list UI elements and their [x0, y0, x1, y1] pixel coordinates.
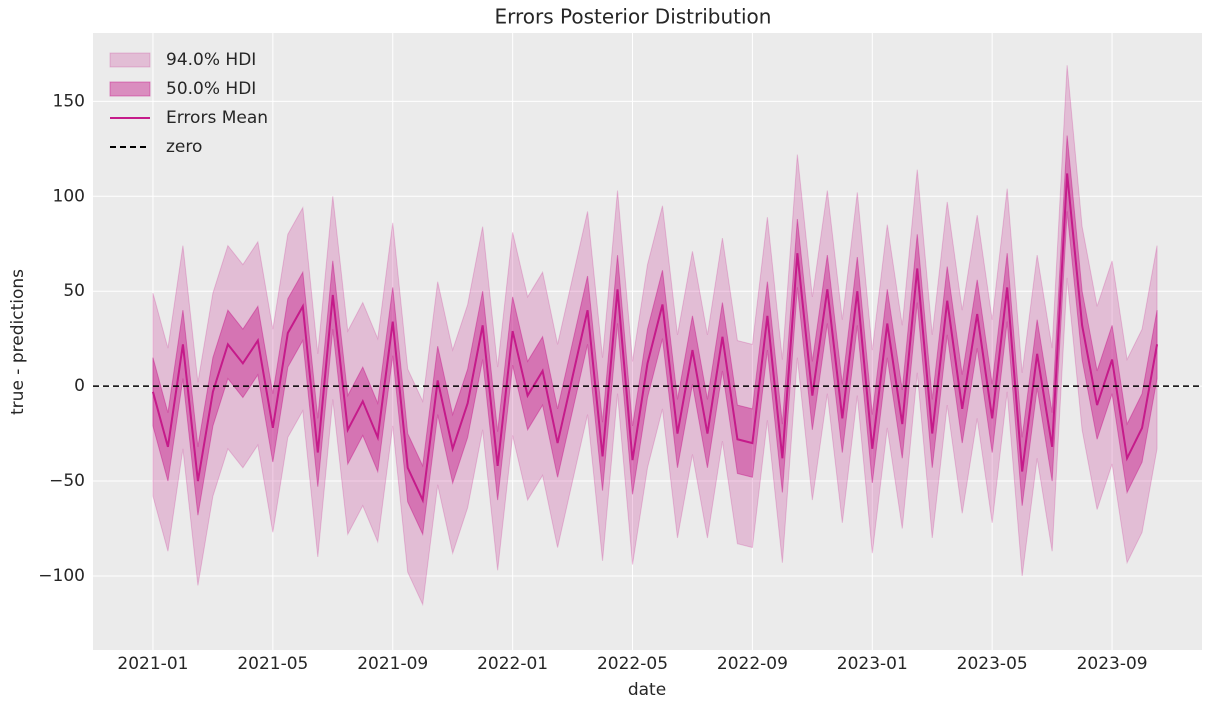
y-tick-label: 150 [53, 91, 85, 111]
x-tick-label: 2023-09 [1077, 654, 1148, 674]
y-tick-label: −50 [49, 471, 85, 491]
chart-title: Errors Posterior Distribution [495, 5, 772, 29]
x-axis-label: date [628, 680, 666, 700]
y-tick-label: 100 [53, 186, 85, 206]
y-tick-label: 50 [63, 281, 85, 301]
x-tick-label: 2023-05 [957, 654, 1028, 674]
y-tick-label: 0 [74, 376, 85, 396]
legend-label: 50.0% HDI [166, 79, 256, 99]
x-tick-label: 2022-01 [477, 654, 548, 674]
x-tick-label: 2022-05 [597, 654, 668, 674]
marks [93, 65, 1202, 607]
y-axis-label: true - predictions [8, 269, 28, 415]
legend-swatch [109, 52, 151, 68]
y-tick-label: −100 [38, 566, 85, 586]
plot-area [93, 33, 1202, 650]
mean-line [151, 173, 1159, 504]
legend-label: Errors Mean [166, 108, 268, 128]
x-tick-label: 2021-01 [117, 654, 188, 674]
legend-label: zero [166, 137, 202, 157]
legend-label: 94.0% HDI [166, 50, 256, 70]
x-tick-label: 2021-05 [237, 654, 308, 674]
x-tick-label: 2021-09 [357, 654, 428, 674]
legend-swatch [109, 81, 151, 97]
legend: 94.0% HDI 50.0% HDI Errors Mean zero [109, 50, 268, 157]
x-tick-label: 2023-01 [837, 654, 908, 674]
x-tick-label: 2022-09 [717, 654, 788, 674]
